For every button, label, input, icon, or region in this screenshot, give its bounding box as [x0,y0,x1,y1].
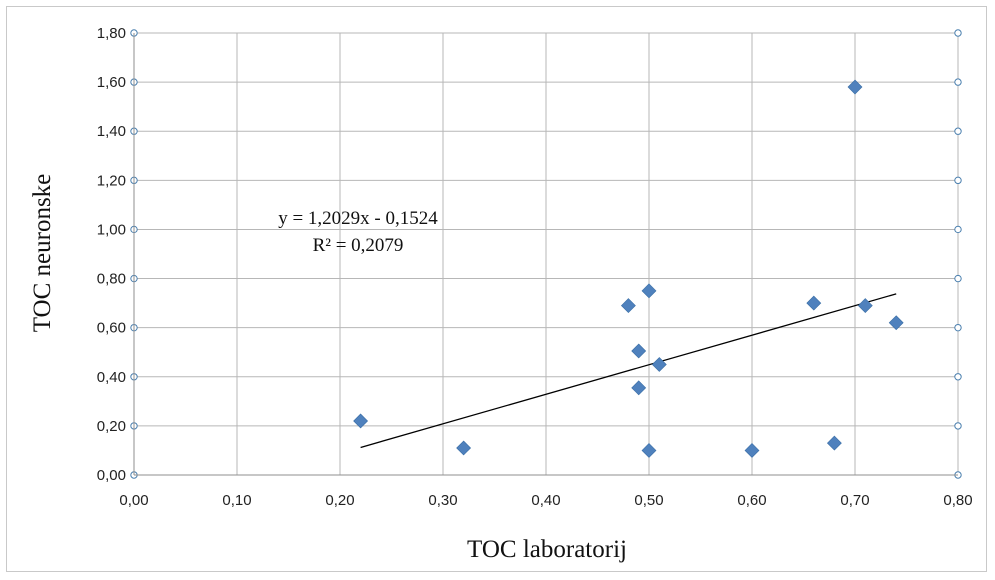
x-tick-label: 0,10 [222,492,251,509]
x-tick-label: 0,60 [737,492,766,509]
chart-frame [6,6,987,572]
y-tick-label: 0,20 [97,418,126,435]
y-tick-label: 0,40 [97,369,126,386]
trendline [360,293,897,449]
x-tick-label: 0,20 [325,492,354,509]
y-tick-label: 0,80 [97,271,126,288]
data-point [631,380,647,396]
axis-tick-marker [954,373,962,381]
x-axis-title: TOC laboratorij [467,536,627,563]
x-tick-label: 0,40 [531,492,560,509]
data-point [744,443,760,458]
y-tick-label: 1,80 [97,25,126,42]
data-point [620,298,636,313]
axis-tick-marker [954,274,962,283]
data-point [651,357,667,372]
axis-tick-marker [954,176,962,185]
y-tick-label: 1,20 [97,172,126,189]
axis-tick-marker [954,29,962,37]
data-points [353,79,904,458]
data-point [826,435,842,451]
x-tick-label: 0,30 [428,492,457,509]
data-point [857,298,873,313]
x-tick-label: 0,80 [943,492,972,509]
axis-tick-marker [954,422,962,430]
y-tick-label: 0,60 [97,320,126,337]
x-tick-label: 0,50 [634,492,663,509]
x-tick-label: 0,70 [840,492,869,509]
data-point [631,343,647,359]
data-point [806,295,822,311]
data-point [888,315,904,331]
axis-tick-marker [954,323,962,332]
y-tick-labels: 0,00 0,20 0,40 0,60 0,80 1,00 1,20 1,40 1,60 1,80 [97,25,126,484]
data-point [641,443,657,458]
trendline-r-squared: R² = 0,2079 [313,235,404,256]
x-tick-labels: 0,00 0,10 0,20 0,30 0,40 0,50 0,60 0,70 0,80 [119,492,972,509]
y-tick-label: 1,60 [97,74,126,91]
data-point [847,79,863,95]
axes [130,29,962,479]
axis-tick-marker [954,225,962,234]
y-tick-label: 0,00 [97,467,126,484]
trendline-equation: y = 1,2029x - 0,1524 [278,208,438,229]
axis-tick-marker [954,78,962,86]
trendline-group [360,293,897,449]
y-tick-label: 1,40 [97,123,126,140]
axis-tick-marker [954,127,962,135]
grid-lines [133,32,959,476]
data-point [456,440,472,456]
data-point [353,413,369,429]
data-point [641,283,657,299]
x-tick-label: 0,00 [119,492,148,509]
y-axis-title: TOC neuronske [29,174,56,333]
y-tick-label: 1,00 [97,221,126,238]
